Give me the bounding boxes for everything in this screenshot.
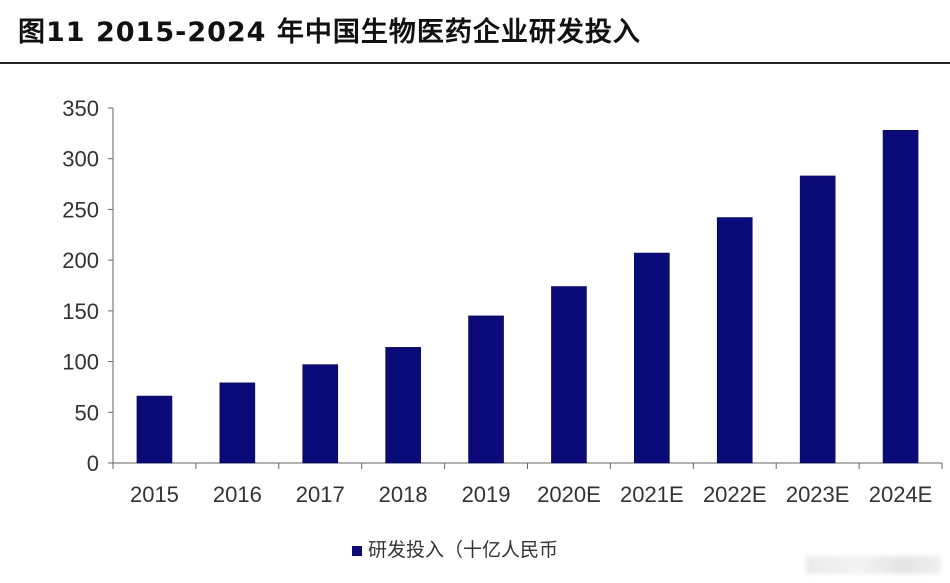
bar-2017: [302, 364, 339, 464]
title-divider: [0, 62, 950, 64]
x-tick-label: 2024E: [869, 482, 933, 507]
bar-2024E: [882, 130, 919, 464]
bar-2019: [468, 315, 504, 464]
chart-title: 图11 2015-2024 年中国生物医药企业研发投入: [18, 17, 641, 48]
x-tick-label: 2019: [462, 482, 511, 507]
x-tick-label: 2015: [130, 482, 179, 507]
bar-2015: [136, 395, 173, 464]
legend-label: 研发投入（十亿人民币: [368, 539, 558, 561]
y-tick-label: 0: [87, 451, 99, 476]
bar-2023E: [799, 175, 836, 464]
y-tick-label: 200: [62, 248, 99, 273]
x-tick-label: 2017: [296, 482, 345, 507]
y-tick-label: 250: [62, 197, 99, 222]
x-tick-label: 2021E: [620, 482, 684, 507]
y-tick-label: 100: [62, 350, 99, 375]
x-tick-label: 2018: [379, 482, 428, 507]
x-tick-label: 2022E: [703, 482, 767, 507]
bar-2018: [385, 347, 421, 464]
watermark-blur: [806, 556, 941, 574]
x-tick-label: 2020E: [537, 482, 601, 507]
y-tick-label: 150: [62, 299, 99, 324]
y-tick-label: 350: [62, 96, 99, 121]
y-tick-label: 300: [62, 147, 99, 172]
legend-swatch: [352, 546, 362, 556]
bar-2022E: [716, 217, 753, 464]
x-tick-label: 2016: [213, 482, 262, 507]
bar-2020E: [551, 286, 587, 464]
bar-2021E: [634, 252, 670, 464]
bar-2016: [219, 382, 256, 464]
x-tick-label: 2023E: [786, 482, 850, 507]
y-tick-label: 50: [75, 400, 99, 425]
